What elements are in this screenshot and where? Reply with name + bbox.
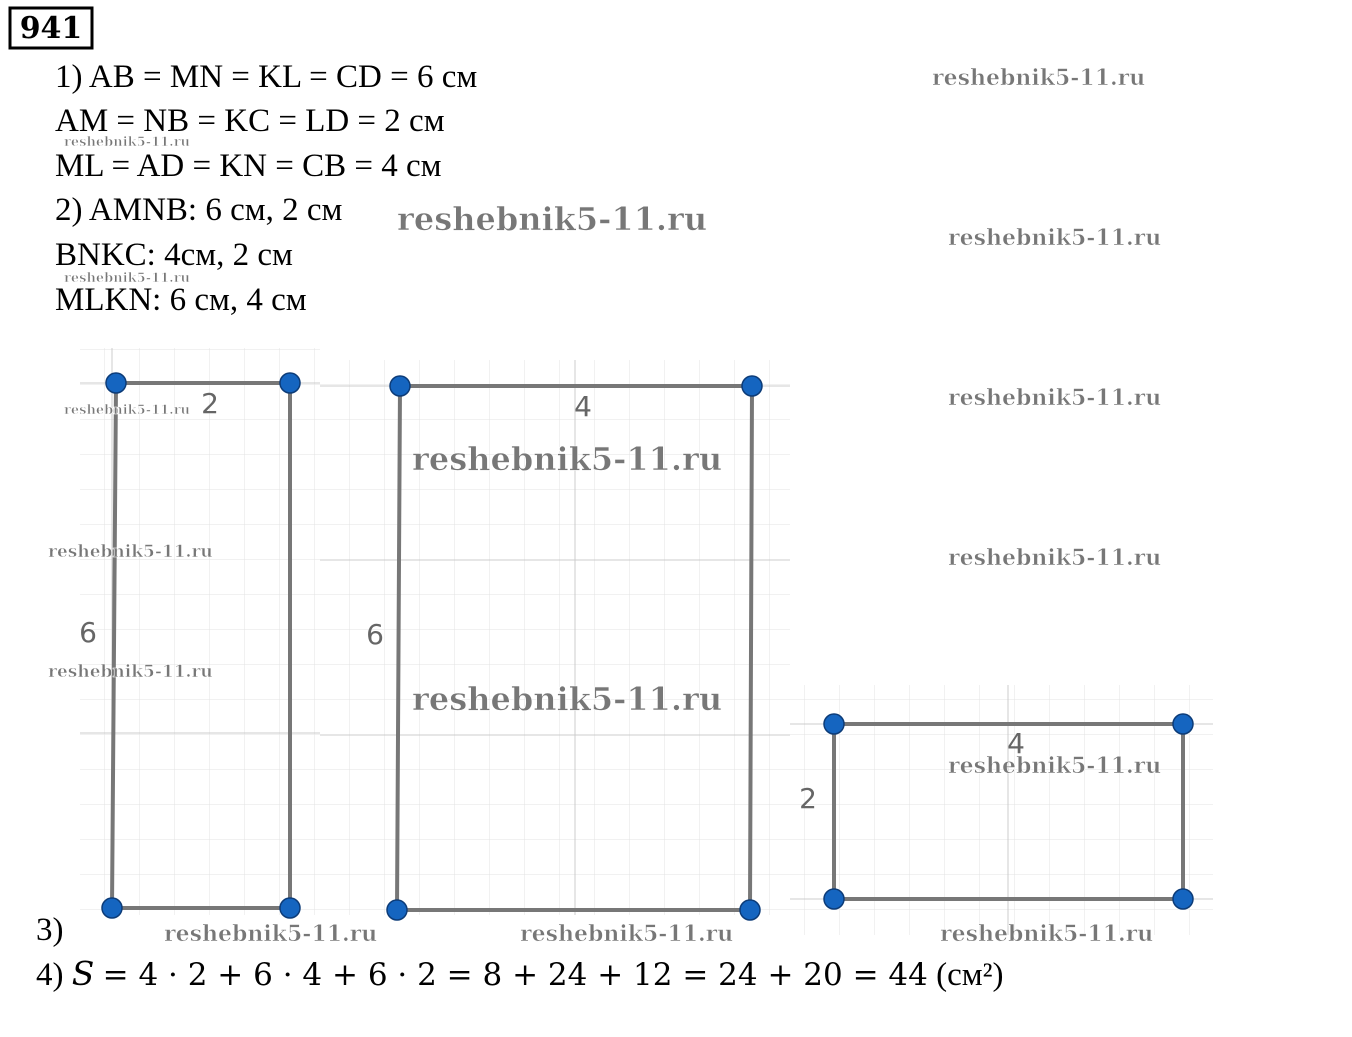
watermark: reshebnik5-11.ru xyxy=(948,753,1161,779)
number-box xyxy=(8,6,94,50)
vertex xyxy=(823,713,845,735)
grid xyxy=(80,348,320,915)
watermark: reshebnik5-11.ru xyxy=(64,403,190,418)
watermark: reshebnik5-11.ru xyxy=(948,385,1161,411)
side-label: 2 xyxy=(201,387,219,420)
watermark: reshebnik5-11.ru xyxy=(64,135,190,150)
grid xyxy=(790,685,1213,935)
watermark: reshebnik5-11.ru xyxy=(48,662,213,682)
vertex xyxy=(389,375,411,397)
side-label: 4 xyxy=(574,390,592,423)
vertex xyxy=(1172,713,1194,735)
watermark: reshebnik5-11.ru xyxy=(948,545,1161,571)
watermark: reshebnik5-11.ru xyxy=(940,921,1153,947)
figure: 2 6 xyxy=(79,348,320,919)
text-line: 1) AB = MN = KL = CD = 6 см xyxy=(55,59,477,95)
formula: 4) S = 4 · 2 + 6 · 4 + 6 · 2 = 8 + 24 + … xyxy=(36,954,1004,993)
step-label: 4) xyxy=(36,957,64,993)
text-line: ML = AD = KN = CB = 4 см xyxy=(55,148,442,184)
vertex xyxy=(105,372,127,394)
watermark: reshebnik5-11.ru xyxy=(397,200,707,238)
figure: 4 2 xyxy=(790,685,1213,935)
watermark: reshebnik5-11.ru xyxy=(48,542,213,562)
vertex xyxy=(741,375,763,397)
vertex xyxy=(823,888,845,910)
vertex xyxy=(279,372,301,394)
side-label: 6 xyxy=(366,618,384,651)
unit: (см²) xyxy=(936,957,1003,993)
text-line: 2) AMNB: 6 см, 2 см xyxy=(55,192,343,228)
side-label: 4 xyxy=(1007,727,1025,760)
expression: = 4 · 2 + 6 · 4 + 6 · 2 = 8 + 24 + 12 = … xyxy=(103,957,928,993)
text-line: AM = NB = KC = LD = 2 см xyxy=(55,103,445,139)
figure: 4 6 xyxy=(320,360,790,921)
vertex xyxy=(279,897,301,919)
watermark: reshebnik5-11.ru xyxy=(164,921,377,947)
side-label: 2 xyxy=(799,782,817,815)
vertex xyxy=(386,899,408,921)
side-label: 6 xyxy=(79,616,97,649)
problem-number: 941 xyxy=(20,11,83,46)
vertex xyxy=(101,897,123,919)
text-line: MLKN: 6 см, 4 см xyxy=(55,282,307,318)
watermark: reshebnik5-11.ru xyxy=(412,440,722,478)
watermark: reshebnik5-11.ru xyxy=(932,65,1145,91)
text-line: BNKC: 4см, 2 см xyxy=(55,237,293,273)
step-label: 3) xyxy=(36,912,64,948)
watermark: reshebnik5-11.ru xyxy=(948,225,1161,251)
vertex xyxy=(1172,888,1194,910)
watermarks: reshebnik5-11.ru reshebnik5-11.ru reshebni… xyxy=(48,65,1162,948)
watermark: reshebnik5-11.ru xyxy=(520,921,733,947)
vertex xyxy=(739,899,761,921)
watermark: reshebnik5-11.ru xyxy=(412,680,722,718)
variable: S xyxy=(72,954,95,993)
watermark: reshebnik5-11.ru xyxy=(64,271,190,286)
